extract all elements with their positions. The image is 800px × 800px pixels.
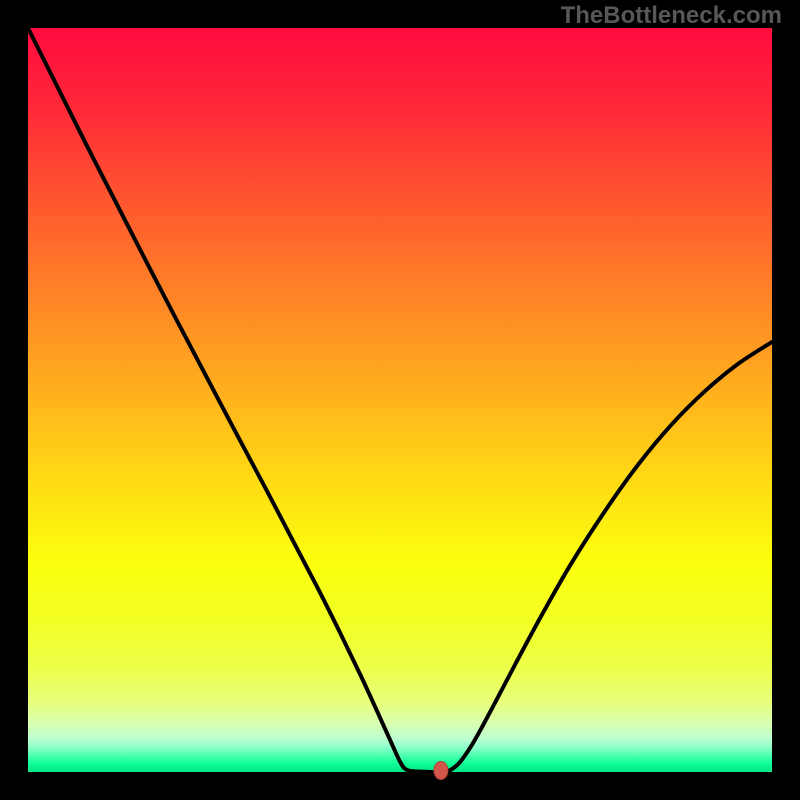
watermark-text: TheBottleneck.com (561, 2, 782, 30)
bottleneck-curve-chart (0, 0, 800, 800)
chart-container: TheBottleneck.com (0, 0, 800, 800)
gradient-background (28, 28, 772, 772)
optimal-point-marker (434, 762, 448, 780)
